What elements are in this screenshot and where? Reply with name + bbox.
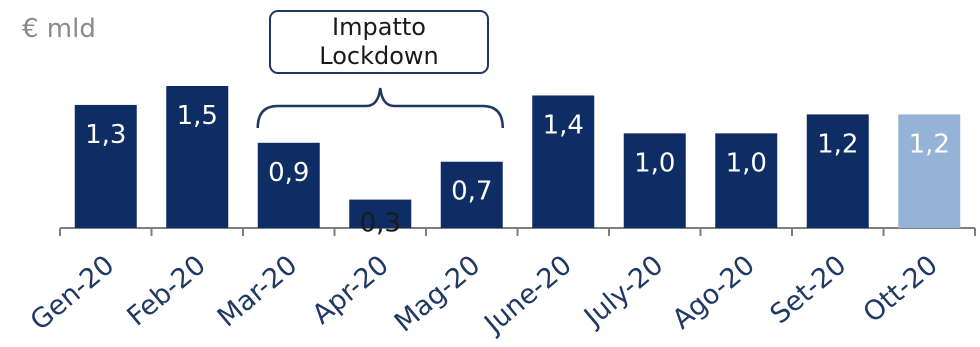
data-label-Ago-20: 1,0 — [726, 148, 767, 178]
tick-label-July-20: July-20 — [577, 250, 669, 334]
data-label-July-20: 1,0 — [634, 148, 675, 178]
data-label-Mar-20: 0,9 — [268, 158, 309, 188]
data-label-Gen-20: 1,3 — [85, 120, 126, 150]
data-label-Apr-20: 0,3 — [360, 209, 401, 239]
tick-label-Mag-20: Mag-20 — [389, 250, 486, 339]
data-label-Mag-20: 0,7 — [451, 177, 492, 207]
tick-label-Apr-20: Apr-20 — [307, 250, 395, 331]
tick-label-Set-20: Set-20 — [765, 250, 853, 331]
tick-label-June-20: June-20 — [477, 250, 577, 341]
tick-label-Ago-20: Ago-20 — [667, 250, 761, 336]
tick-label-Feb-20: Feb-20 — [121, 250, 211, 333]
data-label-Set-20: 1,2 — [817, 129, 858, 159]
data-label-Feb-20: 1,5 — [177, 101, 218, 131]
tick-label-Mar-20: Mar-20 — [212, 250, 303, 334]
tick-label-Gen-20: Gen-20 — [25, 250, 121, 337]
lockdown-bracket — [258, 88, 503, 128]
data-label-Ott-20: 1,2 — [909, 129, 950, 159]
data-label-June-20: 1,4 — [543, 110, 584, 140]
tick-label-Ott-20: Ott-20 — [858, 250, 944, 329]
